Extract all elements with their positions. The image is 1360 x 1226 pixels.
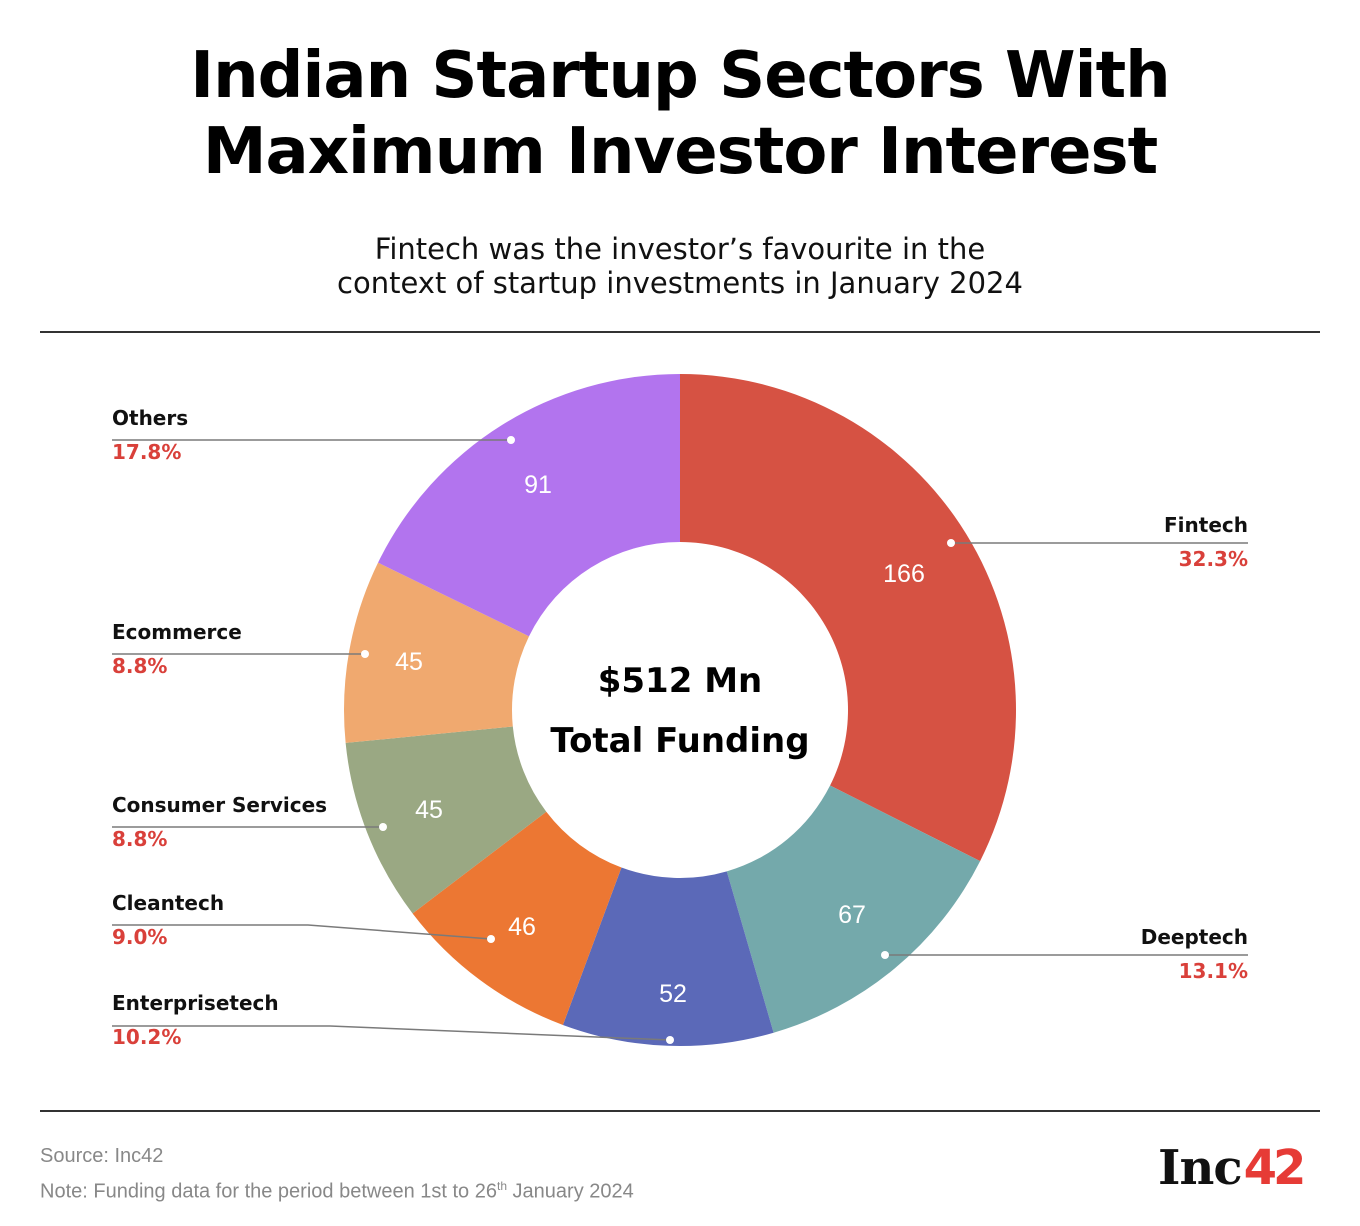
- label-percent: 9.0%: [112, 925, 168, 949]
- label-name: Deeptech: [1140, 925, 1248, 949]
- total-amount: $512 Mn: [597, 661, 763, 701]
- slice-enterprisetech: [562, 867, 774, 1047]
- slice-value-label: 67: [838, 901, 866, 929]
- label-cleantech: Cleantech 9.0%: [112, 890, 224, 950]
- note-text-suffix: January 2024: [507, 1180, 634, 1203]
- slice-deeptech: [726, 785, 981, 1033]
- total-caption: Total Funding: [550, 721, 810, 761]
- inc42-logo: Inc 42: [1158, 1140, 1307, 1196]
- label-percent: 13.1%: [1178, 959, 1248, 983]
- leader-dot: [379, 823, 387, 831]
- bottom-divider: [40, 1110, 1320, 1112]
- logo-number: 42: [1243, 1140, 1307, 1196]
- title-line-2: Maximum Investor Interest: [202, 115, 1158, 189]
- label-consumer-services: Consumer Services 8.8%: [112, 792, 327, 852]
- note-superscript: th: [496, 1179, 507, 1193]
- slice-value-label: 91: [524, 471, 552, 499]
- subtitle-line-2: context of startup investments in Januar…: [337, 266, 1023, 300]
- label-percent: 8.8%: [112, 654, 168, 678]
- title-line-1: Indian Startup Sectors With: [190, 39, 1170, 113]
- leader-dot: [666, 1036, 674, 1044]
- label-others: Others 17.8%: [112, 405, 188, 465]
- note-text: Note: Funding data for the period betwee…: [40, 1180, 497, 1203]
- slice-ecommerce: [343, 562, 530, 743]
- label-deeptech: Deeptech 13.1%: [1141, 924, 1248, 984]
- slice-consumer-services: [345, 726, 547, 914]
- leader-dot: [507, 436, 515, 444]
- slice-value-label: 52: [659, 980, 687, 1008]
- chart-subtitle: Fintech was the investor’s favourite in …: [0, 232, 1360, 300]
- slice-value-label: 45: [415, 796, 443, 824]
- slice-value-label: 45: [395, 648, 423, 676]
- source-note: Source: Inc42: [40, 1145, 164, 1167]
- label-name: Enterprisetech: [112, 991, 279, 1015]
- label-percent: 32.3%: [1178, 547, 1248, 571]
- label-name: Cleantech: [112, 891, 225, 915]
- slice-others: [378, 374, 680, 637]
- logo-text: Inc: [1158, 1140, 1243, 1196]
- label-percent: 8.8%: [112, 827, 168, 851]
- leader-line: [112, 924, 492, 940]
- label-enterprisetech: Enterprisetech 10.2%: [112, 990, 279, 1050]
- label-name: Ecommerce: [112, 620, 242, 644]
- data-period-note: Note: Funding data for the period betwee…: [40, 1172, 634, 1206]
- slice-cleantech: [412, 811, 622, 1025]
- label-name: Consumer Services: [112, 793, 328, 817]
- label-name: Fintech: [1164, 513, 1248, 537]
- chart-title: Indian Startup Sectors With Maximum Inve…: [0, 38, 1360, 190]
- slice-value-label: 166: [883, 560, 925, 588]
- leader-dot: [361, 650, 369, 658]
- label-percent: 10.2%: [112, 1025, 182, 1049]
- label-ecommerce: Ecommerce 8.8%: [112, 619, 242, 679]
- leader-line: [112, 1025, 671, 1041]
- label-name: Others: [112, 406, 189, 430]
- leader-dot: [947, 539, 955, 547]
- top-divider: [40, 331, 1320, 333]
- label-fintech: Fintech 32.3%: [1164, 512, 1248, 572]
- slice-fintech: [680, 374, 1016, 862]
- slice-value-label: 46: [508, 913, 536, 941]
- leader-dot: [487, 935, 495, 943]
- subtitle-line-1: Fintech was the investor’s favourite in …: [374, 232, 986, 266]
- label-percent: 17.8%: [112, 440, 182, 464]
- leader-dot: [881, 951, 889, 959]
